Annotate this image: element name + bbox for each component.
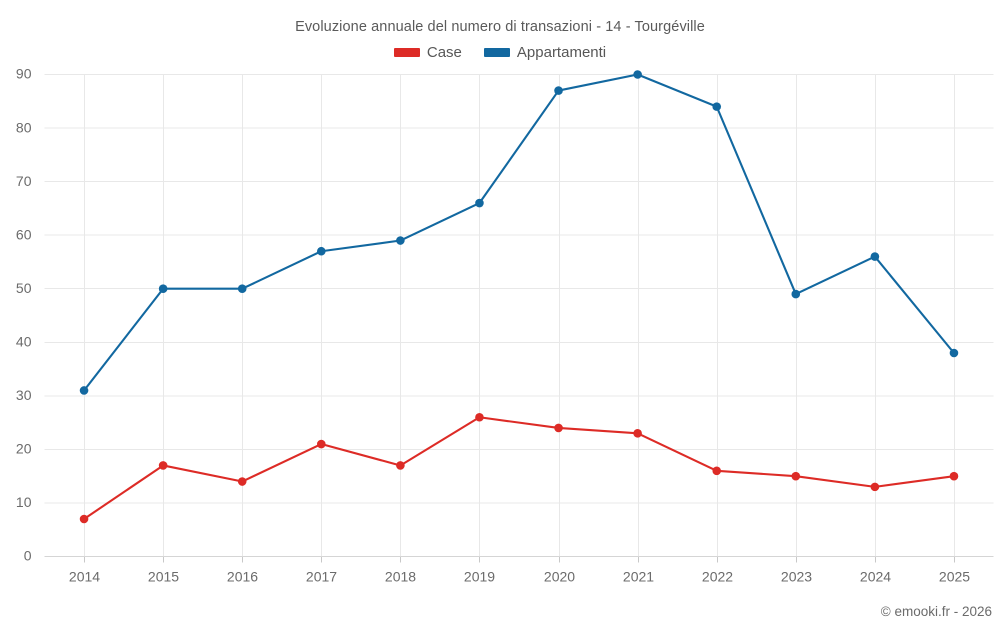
series-line [82, 416, 956, 521]
data-point[interactable] [79, 514, 89, 524]
x-axis-tick-label: 2024 [860, 569, 891, 585]
data-point[interactable] [949, 348, 959, 358]
data-point[interactable] [712, 466, 722, 476]
y-axis-tick-label: 40 [16, 333, 32, 349]
legend-item-case[interactable]: Case [393, 44, 462, 61]
x-axis-tick-label: 2014 [69, 569, 100, 585]
data-point[interactable] [712, 102, 722, 111]
data-point[interactable] [79, 386, 89, 395]
data-point[interactable] [791, 289, 801, 299]
legend-swatch-appartamenti [483, 48, 510, 57]
legend-label-case: Case [426, 44, 462, 61]
x-axis-tick-label: 2019 [464, 569, 495, 585]
y-axis-tick-label: 0 [24, 548, 32, 564]
y-axis-tick-label: 60 [16, 226, 32, 242]
x-axis-tick-label: 2015 [148, 569, 179, 585]
x-axis-tick-label: 2020 [544, 569, 575, 585]
credit-text: © emooki.fr - 2026 [880, 604, 992, 619]
chart-title: Evoluzione annuale del numero di transaz… [295, 19, 705, 35]
data-point[interactable] [475, 198, 484, 208]
x-axis-tick-label: 2023 [781, 569, 812, 585]
data-point[interactable] [316, 439, 326, 449]
chart-legend: Case Appartamenti [0, 44, 1000, 61]
y-axis-tick-label: 20 [16, 441, 32, 457]
data-point[interactable] [554, 423, 563, 433]
data-point[interactable] [554, 86, 563, 95]
x-axis-tick-label: 2018 [385, 569, 416, 585]
y-axis-tick-label: 10 [16, 494, 32, 510]
data-point[interactable] [237, 477, 247, 486]
series-line [82, 73, 956, 392]
data-point[interactable] [791, 471, 801, 481]
data-point[interactable] [870, 252, 880, 261]
y-axis-tick-label: 90 [16, 66, 32, 82]
y-axis-tick-label: 70 [16, 173, 32, 189]
legend-item-appartamenti[interactable]: Appartamenti [483, 44, 607, 61]
y-axis-tick-label: 30 [16, 387, 32, 403]
series-appartamenti [79, 70, 959, 395]
x-axis-tick-label: 2017 [306, 569, 337, 585]
data-point[interactable] [870, 482, 880, 492]
data-point[interactable] [396, 236, 405, 245]
y-axis-tick-label: 80 [16, 119, 32, 135]
data-point[interactable] [237, 284, 247, 294]
data-point[interactable] [949, 471, 959, 481]
data-point[interactable] [316, 246, 326, 256]
data-point[interactable] [475, 412, 484, 422]
data-point[interactable] [633, 70, 642, 79]
legend-label-appartamenti: Appartamenti [516, 44, 607, 61]
x-axis-tick-label: 2022 [702, 569, 733, 585]
x-axis-tick-label: 2021 [623, 569, 654, 585]
data-point[interactable] [633, 429, 642, 438]
data-point[interactable] [158, 461, 168, 470]
y-axis-tick-label: 50 [16, 280, 32, 296]
legend-swatch-case [393, 48, 420, 57]
data-point[interactable] [158, 284, 168, 294]
x-axis-tick-label: 2016 [227, 569, 258, 585]
data-point[interactable] [396, 461, 405, 470]
x-axis-tick-label: 2025 [939, 569, 970, 585]
series-case [79, 412, 959, 524]
